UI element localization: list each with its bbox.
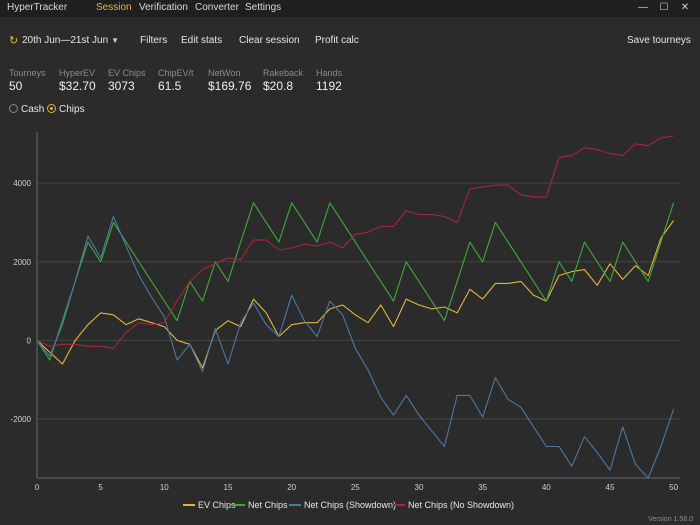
close-icon[interactable]: ✕ (680, 2, 690, 13)
chevron-down-icon: ▼ (111, 36, 120, 45)
radio-checked-icon (47, 104, 56, 113)
toolbar: ↻ 20th Jun—21st Jun ▼ Filters Edit stats … (0, 35, 700, 51)
stat-value: $32.70 (59, 79, 96, 93)
legend-label: Net Chips (No Showdown) (408, 500, 515, 510)
cash-radio[interactable]: Cash (9, 104, 44, 115)
x-tick-label: 15 (224, 483, 233, 492)
legend-swatch (393, 504, 405, 506)
stat-value: 61.5 (158, 79, 182, 93)
maximize-icon[interactable]: ☐ (659, 2, 669, 13)
legend-net-chips-showdown: Net Chips (Showdown) (289, 500, 396, 510)
stat-label: ChipEV/t (158, 68, 194, 78)
chips-radio-label: Chips (59, 104, 85, 115)
series-line-0 (36, 220, 675, 369)
nav-verification[interactable]: Verification (139, 2, 188, 13)
legend-label: EV Chips (198, 500, 236, 510)
y-tick-label: -2000 (11, 415, 32, 424)
x-tick-label: 25 (351, 483, 360, 492)
save-tourneys-button[interactable]: Save tourneys (627, 35, 691, 46)
y-tick-label: 0 (27, 336, 32, 345)
stat-label: EV Chips (108, 68, 146, 78)
stat-value: 3073 (108, 79, 135, 93)
legend-swatch (233, 504, 245, 506)
stat-hands: Hands 1192 (316, 68, 342, 93)
nav-converter[interactable]: Converter (195, 2, 239, 13)
x-tick-label: 0 (35, 483, 40, 492)
stat-value: 1192 (316, 79, 342, 93)
chips-chart: -2000 0 2000 4000 0 5 10 15 20 25 30 35 40 45 50 (11, 132, 680, 492)
date-range-label: 20th Jun—21st Jun (22, 35, 109, 46)
edit-stats-button[interactable]: Edit stats (181, 35, 223, 46)
x-tick-label: 35 (478, 483, 487, 492)
x-tick-label: 30 (415, 483, 424, 492)
date-range-dropdown[interactable]: 20th Jun—21st Jun ▼ (22, 35, 119, 46)
y-tick-label: 4000 (13, 179, 31, 188)
stat-value: $169.76 (208, 79, 252, 93)
x-tick-label: 40 (542, 483, 551, 492)
title-bar: HyperTracker Session Verification Conver… (0, 0, 700, 17)
filters-button[interactable]: Filters (140, 35, 168, 46)
clear-session-button[interactable]: Clear session (239, 35, 300, 46)
x-tick-label: 10 (160, 483, 169, 492)
stat-chipev: ChipEV/t 61.5 (158, 68, 194, 93)
nav-session[interactable]: Session (96, 2, 132, 13)
stat-label: Tourneys (9, 68, 46, 78)
series-line-3 (36, 135, 674, 349)
refresh-icon[interactable]: ↻ (9, 35, 19, 47)
y-tick-label: 2000 (13, 258, 31, 267)
profit-calc-button[interactable]: Profit calc (315, 35, 359, 46)
stat-ev-chips: EV Chips 3073 (108, 68, 146, 93)
radio-circle-icon (9, 104, 18, 113)
stat-tourneys: Tourneys 50 (9, 68, 46, 93)
x-tick-label: 50 (669, 483, 678, 492)
stat-label: Hands (316, 68, 343, 78)
stat-label: Rakeback (263, 68, 304, 78)
legend-ev-chips: EV Chips (183, 500, 236, 510)
stat-rakeback: Rakeback $20.8 (263, 68, 303, 93)
version-label: Version 1.58.0 (648, 516, 693, 523)
legend-net-chips-no-showdown: Net Chips (No Showdown) (393, 500, 514, 510)
series-line-1 (36, 202, 675, 361)
stat-label: NetWon (208, 68, 241, 78)
series-line-2 (36, 215, 675, 479)
legend-net-chips: Net Chips (233, 500, 288, 510)
x-tick-label: 5 (98, 483, 103, 492)
stat-label: HyperEV (59, 68, 96, 78)
minimize-icon[interactable]: — (638, 2, 648, 13)
app-title: HyperTracker (7, 2, 68, 13)
stat-value: $20.8 (263, 79, 294, 93)
x-tick-label: 20 (287, 483, 296, 492)
stat-netwon: NetWon $169.76 (208, 68, 251, 93)
legend-label: Net Chips (Showdown) (304, 500, 397, 510)
cash-radio-label: Cash (21, 104, 45, 115)
legend-swatch (289, 504, 301, 506)
x-tick-label: 45 (606, 483, 615, 492)
legend-swatch (183, 504, 195, 506)
stat-value: 50 (9, 79, 23, 93)
nav-settings[interactable]: Settings (245, 2, 282, 13)
stat-hyperev: HyperEV $32.70 (59, 68, 96, 93)
chips-radio[interactable]: Chips (47, 104, 85, 115)
legend-label: Net Chips (248, 500, 288, 510)
